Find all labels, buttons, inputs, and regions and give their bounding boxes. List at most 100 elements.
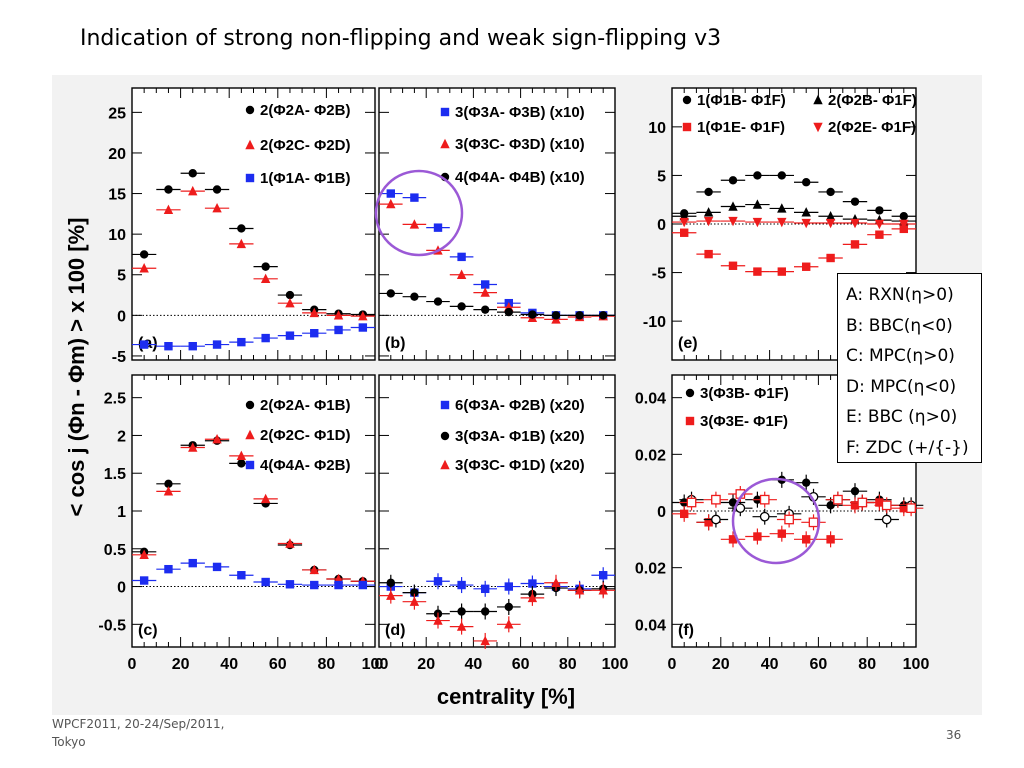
data-point (285, 331, 295, 340)
y-tick-label: 25 (108, 105, 126, 122)
data-point (679, 217, 689, 228)
data-point (261, 262, 270, 271)
data-point (481, 305, 490, 314)
x-tick-label: 20 (712, 656, 730, 673)
x-tick-label: 100 (903, 656, 930, 673)
data-point (728, 176, 738, 185)
data-point (212, 562, 222, 572)
legend-marker (245, 460, 255, 470)
data-point (528, 310, 537, 319)
data-point (777, 217, 787, 228)
legend-line-e: E: BBC (η>0) (846, 407, 958, 427)
legend-marker (685, 416, 695, 426)
legend-label: 1(Φ1E- Φ1F) (697, 119, 785, 136)
y-tick-label: -5 (652, 266, 666, 283)
data-point (759, 511, 770, 522)
data-point (881, 514, 892, 525)
data-point (703, 216, 714, 227)
x-tick-label: 100 (362, 656, 389, 673)
data-point (261, 577, 270, 587)
data-point (285, 538, 295, 548)
data-point (802, 262, 811, 271)
x-tick-label: 40 (761, 656, 779, 673)
page-number-text: 36 (946, 728, 962, 742)
data-point (528, 579, 537, 588)
data-point (386, 578, 395, 587)
data-point (481, 607, 490, 616)
data-point (163, 486, 174, 496)
x-tick-label: 60 (512, 656, 530, 673)
legend-marker (685, 388, 695, 398)
data-point (850, 240, 860, 249)
panel-c: 0 20 40 60 80 100 -0.5 0 0.5 1 1.5 2 2.5 (c) 2(Φ2A- Φ1… (98, 374, 389, 673)
data-point (237, 571, 246, 580)
x-tick-label: 80 (559, 656, 577, 673)
x-tick-label: 40 (220, 656, 238, 673)
data-point (551, 311, 561, 320)
data-point (310, 329, 319, 338)
data-point (309, 307, 319, 318)
data-point (801, 218, 811, 229)
data-point (386, 590, 396, 600)
y-tick-label: 0 (657, 217, 666, 234)
data-point (409, 219, 420, 229)
legend-label: 2(Φ2E- Φ1F) (828, 119, 916, 136)
data-point (358, 310, 368, 321)
data-point (753, 532, 762, 541)
data-point (825, 211, 836, 221)
data-point (212, 340, 222, 349)
data-point (139, 263, 149, 273)
data-point (802, 178, 811, 187)
data-point (386, 289, 395, 298)
data-point (875, 206, 884, 215)
legend-line-d: D: MPC(η<0) (846, 376, 957, 397)
panel-label: (c) (138, 622, 158, 639)
data-point (457, 580, 466, 590)
y-tick-label: 0.5 (104, 542, 126, 559)
legend-line-c: C: MPC(η>0) (846, 346, 955, 366)
panel-frame (131, 374, 376, 648)
y-tick-label: 15 (108, 187, 126, 204)
data-point (759, 494, 770, 505)
legend-label: 6(Φ3A- Φ2B) (x20) (455, 397, 585, 414)
y-tick-label: -10 (643, 314, 666, 331)
annotation-circle-f (731, 477, 821, 565)
data-point (163, 204, 174, 214)
legend-marker (682, 95, 692, 105)
panel-label: (b) (385, 335, 405, 352)
data-point (410, 292, 419, 301)
x-tick-label: 20 (417, 656, 435, 673)
data-point (212, 185, 222, 194)
data-point (728, 261, 738, 270)
data-point (680, 228, 689, 237)
data-point (139, 250, 149, 259)
data-point (850, 197, 860, 206)
legend-marker (440, 400, 450, 410)
data-point (188, 185, 198, 196)
data-point (309, 564, 319, 575)
data-point (857, 497, 868, 508)
data-point (777, 203, 787, 213)
legend-label: 2(Φ2A- Φ2B) (260, 102, 350, 119)
slide-title-text: Indication of strong non-flipping and we… (80, 26, 722, 51)
data-point (409, 596, 420, 606)
data-point (704, 249, 713, 259)
legend-marker (245, 173, 255, 183)
data-point (236, 238, 247, 249)
data-point (285, 297, 295, 308)
x-tick-label: 20 (172, 656, 190, 673)
detector-legend-box: A: RXN(η>0) B: BBC(η<0) C: MPC(η>0) D: M… (837, 273, 982, 463)
data-point (826, 253, 835, 263)
legend-marker (440, 431, 450, 441)
data-point (735, 503, 746, 514)
legend-label: 2(Φ2B- Φ1F) (828, 92, 917, 109)
data-point (899, 219, 909, 230)
page-number: 36 (946, 728, 961, 742)
data-point (410, 193, 419, 202)
legend-label: 3(Φ3A- Φ1B) (x20) (455, 428, 585, 445)
x-axis-label: centrality [%] (437, 684, 575, 709)
x-tick-label: 40 (465, 656, 483, 673)
panel-label: (f) (678, 622, 694, 639)
data-point (850, 218, 860, 229)
data-point (777, 267, 786, 276)
